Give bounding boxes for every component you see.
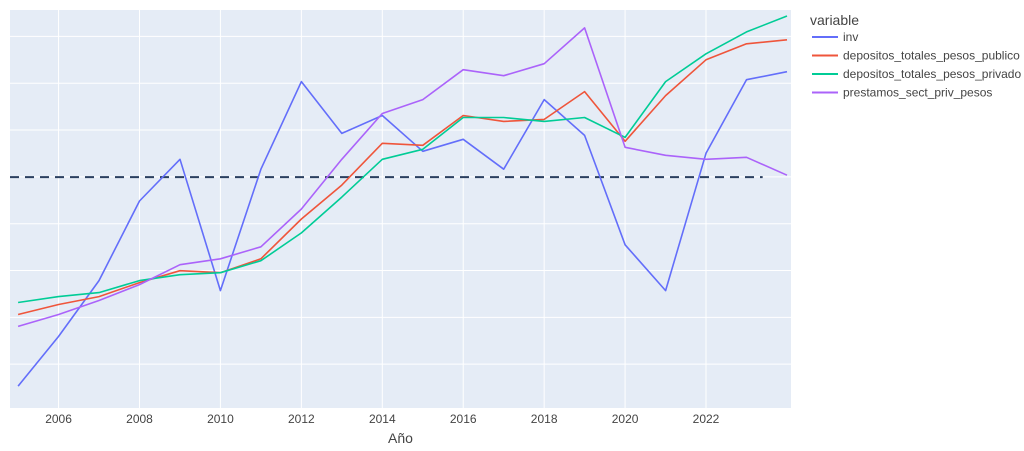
x-tick-label: 2018 — [531, 412, 558, 426]
series-line-4[interactable] — [17, 27, 788, 328]
x-tick-label: 2014 — [369, 412, 396, 426]
legend-item-label[interactable]: prestamos_sect_priv_pesos — [843, 86, 992, 100]
x-axis-ticks: 2006 2008 2010 2012 2014 2016 2018 2020 2022 — [45, 412, 719, 426]
x-tick-label: 2012 — [288, 412, 315, 426]
x-tick-label: 2006 — [45, 412, 72, 426]
x-axis-title: Año — [388, 430, 413, 446]
series-layer — [17, 15, 788, 387]
x-tick-label: 2020 — [612, 412, 639, 426]
series-line-3[interactable] — [17, 15, 788, 304]
legend[interactable]: variable inv depositos_totales_pesos_publ… — [810, 12, 1021, 100]
x-tick-label: 2008 — [126, 412, 153, 426]
x-tick-label: 2022 — [693, 412, 720, 426]
plot-background — [10, 10, 791, 408]
series-line-1[interactable] — [17, 70, 788, 387]
x-tick-label: 2016 — [450, 412, 477, 426]
x-tick-label: 2010 — [207, 412, 234, 426]
legend-title: variable — [810, 12, 859, 28]
legend-item-label[interactable]: depositos_totales_pesos_publico — [843, 49, 1020, 63]
legend-item-label[interactable]: depositos_totales_pesos_privado — [843, 67, 1021, 81]
legend-item-label[interactable]: inv — [843, 30, 858, 44]
